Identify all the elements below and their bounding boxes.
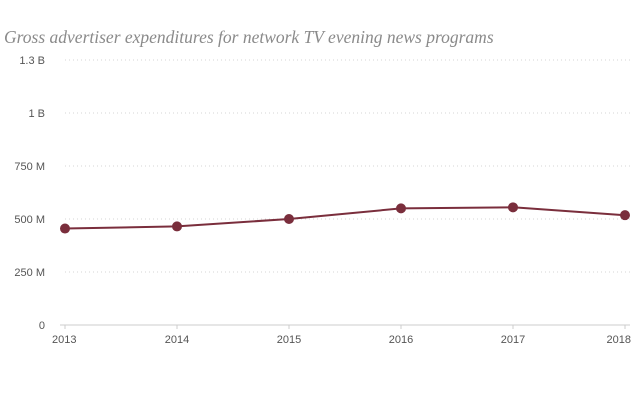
y-tick-label: 750 M <box>14 161 45 173</box>
data-point[interactable] <box>396 203 406 214</box>
gridlines <box>65 59 630 273</box>
data-point[interactable] <box>508 202 518 213</box>
data-point[interactable] <box>284 214 294 224</box>
x-tick-label: 2018 <box>607 334 631 346</box>
x-tick-label: 2013 <box>52 334 76 346</box>
data-point[interactable] <box>620 210 630 221</box>
x-tick-label: 2014 <box>165 334 189 346</box>
data-point[interactable] <box>172 221 182 232</box>
series <box>60 202 630 234</box>
x-axis <box>60 324 630 329</box>
y-tick-label: 1.3 B <box>19 55 45 67</box>
y-tick-label: 0 <box>39 320 45 332</box>
y-axis-tick-labels: 0 250 M 500 M 750 M 1 B 1.3 B <box>14 55 45 332</box>
x-tick-label: 2015 <box>277 334 301 346</box>
x-axis-tick-labels: 2013 2014 2015 2016 2017 2018 <box>52 334 631 346</box>
data-point[interactable] <box>60 223 70 234</box>
series-line <box>64 206 626 230</box>
chart-title: Gross advertiser expenditures for networ… <box>4 27 494 47</box>
y-tick-label: 250 M <box>14 267 45 279</box>
x-tick-label: 2016 <box>389 334 413 346</box>
x-tick-label: 2017 <box>501 334 525 346</box>
y-tick-label: 500 M <box>14 214 45 226</box>
y-tick-label: 1 B <box>28 108 45 120</box>
